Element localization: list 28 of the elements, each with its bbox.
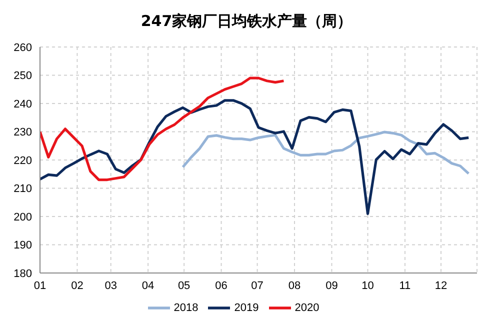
line-series xyxy=(40,76,286,182)
chart-title: 247家钢厂日均铁水产量（周） xyxy=(140,12,354,31)
x-tick-label: 04 xyxy=(142,280,154,292)
x-tick-label: 08 xyxy=(288,280,301,292)
y-tick-label: 230 xyxy=(14,126,32,139)
x-tick-label: 09 xyxy=(326,280,338,292)
x-tick-label: 10 xyxy=(362,280,374,292)
legend-label: 2018 xyxy=(174,302,198,314)
x-tick-label: 12 xyxy=(434,280,448,292)
x-tick-label: 11 xyxy=(399,280,411,292)
x-tick-label: 05 xyxy=(178,280,190,292)
x-tick-label: 06 xyxy=(215,280,228,292)
x-tick-label: 07 xyxy=(251,280,264,292)
legend-label: 2020 xyxy=(294,302,320,314)
y-tick-label: 240 xyxy=(14,98,32,110)
legend-label: 2019 xyxy=(234,302,259,314)
line-series xyxy=(40,99,470,215)
x-tick-label: 02 xyxy=(71,280,84,292)
y-tick-label: 180 xyxy=(14,268,32,280)
line-series xyxy=(182,130,470,175)
y-tick-label: 200 xyxy=(14,211,32,224)
x-tick-label: 01 xyxy=(34,280,46,292)
x-tick-label: 03 xyxy=(104,280,117,292)
y-tick-label: 260 xyxy=(14,42,32,54)
y-tick-label: 250 xyxy=(14,70,32,82)
y-tick-label: 190 xyxy=(14,240,32,252)
y-tick-label: 220 xyxy=(14,154,32,167)
y-tick-label: 210 xyxy=(14,183,32,196)
